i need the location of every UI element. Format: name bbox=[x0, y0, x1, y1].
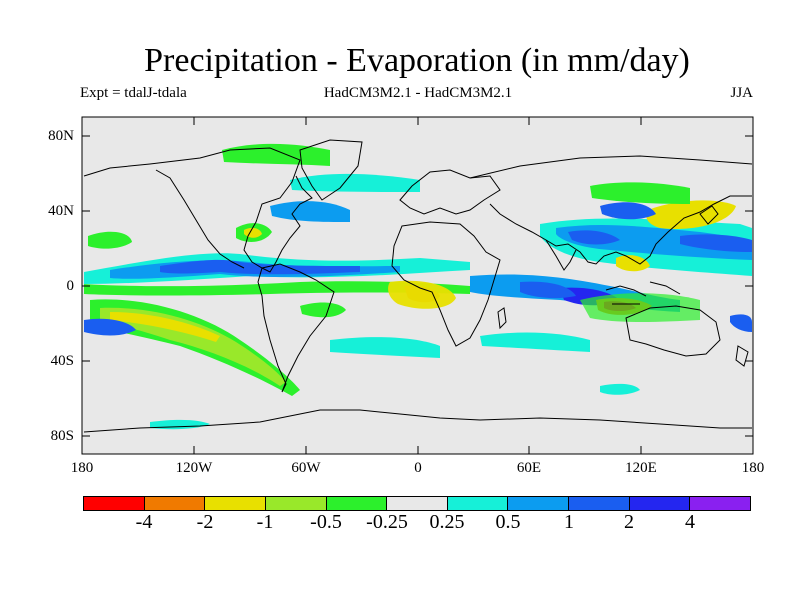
y-label-0: 0 bbox=[66, 278, 75, 294]
field-blue-china bbox=[600, 202, 656, 220]
field-green-north-pacific bbox=[88, 231, 132, 249]
tick-marks bbox=[81, 117, 754, 454]
coast-north-america bbox=[83, 147, 313, 273]
field-yellow-south-pacific bbox=[110, 312, 220, 342]
coast-west-america bbox=[155, 169, 245, 269]
x-label-120e: 120E bbox=[625, 460, 657, 476]
field-deep-nw-pacific bbox=[568, 230, 752, 252]
colorbar-swatch bbox=[326, 497, 388, 510]
colorbar-swatch bbox=[629, 497, 691, 510]
colorbar-label: -0.5 bbox=[310, 511, 342, 533]
colorbar-swatch bbox=[84, 497, 145, 510]
coast-maritime bbox=[605, 281, 681, 305]
colorbar-swatch bbox=[387, 497, 448, 510]
field-green-equator-atlantic bbox=[84, 281, 470, 296]
field-blue-east-indian bbox=[520, 281, 576, 299]
map-title: Precipitation - Evaporation (in mm/day) bbox=[144, 42, 690, 79]
coast-greenland bbox=[299, 139, 363, 201]
colorbar-label: -4 bbox=[135, 511, 153, 533]
x-label-60e: 60E bbox=[516, 460, 542, 476]
season-label: JJA bbox=[730, 85, 753, 101]
field-cyan-atlantic bbox=[290, 173, 420, 192]
coast-europe bbox=[399, 169, 501, 215]
field-green-maritime bbox=[580, 293, 700, 322]
colorbar-swatch bbox=[508, 497, 570, 510]
field-cyan-south-indian bbox=[480, 332, 590, 352]
y-label-40n: 40N bbox=[48, 203, 74, 219]
coast-madagascar bbox=[497, 307, 507, 330]
colorbar-label: 4 bbox=[685, 511, 695, 533]
field-cyan-south-atlantic bbox=[330, 337, 440, 358]
coast-africa bbox=[391, 221, 501, 347]
colorbar-swatch bbox=[690, 497, 751, 510]
field-cyan-far-south bbox=[600, 383, 640, 395]
coastlines bbox=[83, 139, 753, 433]
x-label-0: 0 bbox=[414, 460, 422, 476]
field-yellow-africa bbox=[388, 280, 456, 309]
colorbar-label: 1 bbox=[564, 511, 574, 533]
coast-australia bbox=[625, 305, 721, 357]
field-green-china bbox=[590, 182, 690, 204]
x-label-180e: 180 bbox=[741, 460, 765, 476]
colorbar-label: 2 bbox=[624, 511, 634, 533]
y-label-80n: 80N bbox=[48, 128, 74, 144]
colorbar-swatch bbox=[205, 497, 266, 510]
x-label-60w: 60W bbox=[291, 460, 321, 476]
field-blue-sw-pacific bbox=[84, 318, 136, 336]
colorbar-label: -1 bbox=[256, 511, 274, 533]
coast-south-america bbox=[257, 263, 335, 393]
field-green-south-atlantic bbox=[300, 302, 346, 318]
y-label-40s: 40S bbox=[50, 353, 74, 369]
y-label-80s: 80S bbox=[50, 428, 74, 444]
model-label: HadCM3M2.1 - HadCM3M2.1 bbox=[323, 85, 513, 101]
colorbar-swatch bbox=[265, 497, 327, 510]
experiment-label: Expt = tdalJ-tdala bbox=[80, 85, 187, 101]
coast-asia bbox=[469, 155, 753, 265]
coast-new-zealand bbox=[735, 345, 749, 367]
colorbar bbox=[83, 496, 751, 511]
colorbar-swatch bbox=[144, 497, 206, 510]
field-blue-east-australia bbox=[730, 314, 752, 332]
x-label-120w: 120W bbox=[175, 460, 213, 476]
coast-japan bbox=[699, 205, 719, 225]
colorbar-label: 0.5 bbox=[495, 511, 521, 533]
colorbar-label: -0.25 bbox=[366, 511, 408, 533]
colorbar-swatch bbox=[569, 497, 630, 510]
x-label-180w: 180 bbox=[70, 460, 94, 476]
colorbar-swatch bbox=[447, 497, 509, 510]
colorbar-label: 0.25 bbox=[429, 511, 465, 533]
field-lime-south-pacific bbox=[100, 307, 286, 386]
field-green-north-america bbox=[222, 143, 330, 166]
coast-india bbox=[545, 239, 577, 271]
field-yellow-south-china bbox=[616, 255, 650, 272]
field-blue-atlantic bbox=[270, 201, 350, 222]
coast-antarctica bbox=[83, 409, 752, 433]
colorbar-label: -2 bbox=[196, 511, 214, 533]
